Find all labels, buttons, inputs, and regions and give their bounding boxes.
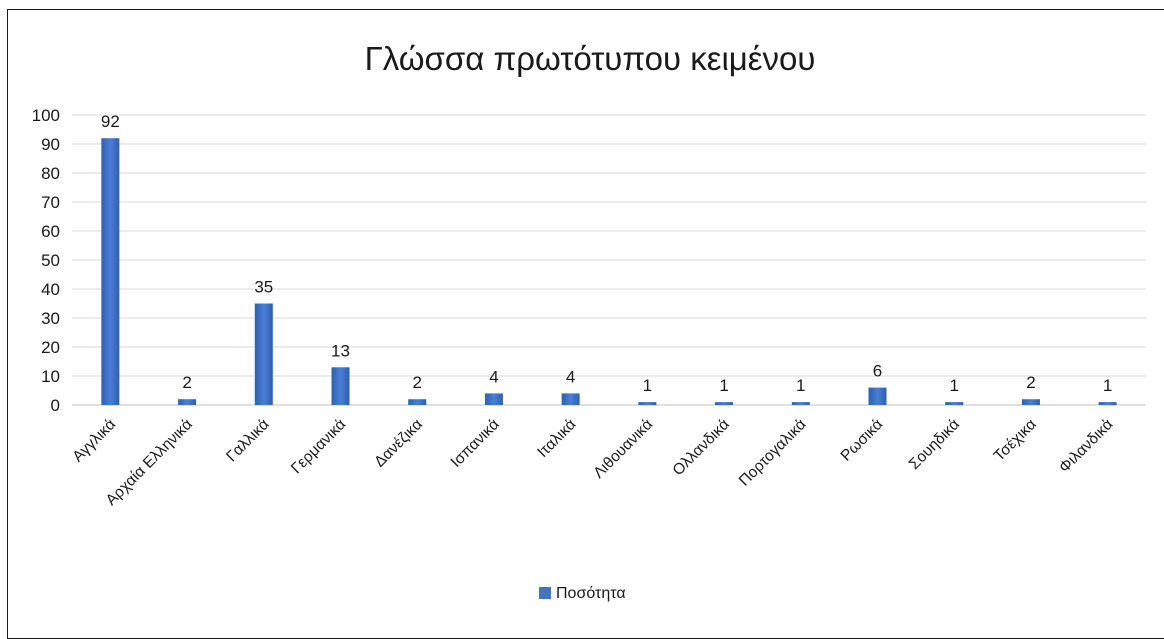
data-label: 2 (182, 373, 191, 392)
bar (945, 402, 964, 405)
category-label: Ολλανδικά (670, 416, 733, 479)
data-label: 2 (1026, 373, 1035, 392)
category-label: Δανέζικα (371, 416, 426, 471)
bar (408, 399, 427, 405)
category-label: Ιταλικά (534, 416, 579, 461)
data-label: 2 (412, 373, 421, 392)
data-label: 1 (1103, 376, 1112, 395)
legend: Ποσότητα (539, 585, 626, 602)
y-tick-label: 70 (41, 193, 60, 212)
bar (638, 402, 657, 405)
chart-title: Γλώσσα πρωτότυπου κειμένου (365, 40, 816, 77)
y-axis: 0 10 20 30 40 50 60 70 80 90 100 (32, 106, 60, 415)
bar (791, 402, 810, 405)
category-label: Λιθουανικά (590, 416, 656, 482)
category-label: Σουηδικά (906, 416, 963, 473)
legend-swatch (539, 587, 551, 599)
category-label: Αγγλικά (69, 416, 119, 466)
y-tick-label: 30 (41, 309, 60, 328)
y-tick-label: 40 (41, 280, 60, 299)
category-label: Γερμανικά (288, 416, 349, 477)
bar (1021, 399, 1040, 405)
data-label: 6 (873, 362, 882, 381)
y-tick-label: 0 (51, 396, 60, 415)
bar (1098, 402, 1117, 405)
category-label: Πορτογαλικά (736, 416, 810, 490)
y-tick-label: 80 (41, 164, 60, 183)
bar (561, 393, 580, 405)
y-tick-label: 50 (41, 251, 60, 270)
data-label: 13 (331, 341, 350, 360)
y-tick-label: 100 (32, 106, 60, 125)
data-label: 92 (101, 112, 120, 131)
bar (715, 402, 734, 405)
data-label: 1 (949, 376, 958, 395)
data-label: 4 (489, 367, 498, 386)
data-label: 1 (719, 376, 728, 395)
data-label: 1 (643, 376, 652, 395)
data-label: 4 (566, 367, 575, 386)
gridlines (72, 114, 1146, 406)
category-label: Τσέχικα (991, 416, 1040, 465)
category-label: Φιλανδικά (1056, 416, 1117, 477)
bars (101, 138, 1117, 405)
legend-label: Ποσότητα (556, 585, 626, 602)
data-label: 1 (796, 376, 805, 395)
bar (868, 387, 887, 405)
category-label: Ισπανικά (448, 416, 503, 471)
bar (178, 399, 197, 405)
bar (331, 367, 350, 405)
bar (101, 138, 120, 405)
y-tick-label: 90 (41, 135, 60, 154)
bar (254, 303, 273, 405)
y-tick-label: 60 (41, 222, 60, 241)
y-tick-label: 20 (41, 338, 60, 357)
bar (484, 393, 503, 405)
category-label: Ρωσικά (838, 416, 887, 465)
data-label: 35 (254, 278, 273, 297)
chart-frame (7, 9, 1164, 639)
category-label: Γαλλικά (223, 416, 272, 465)
y-tick-label: 10 (41, 367, 60, 386)
